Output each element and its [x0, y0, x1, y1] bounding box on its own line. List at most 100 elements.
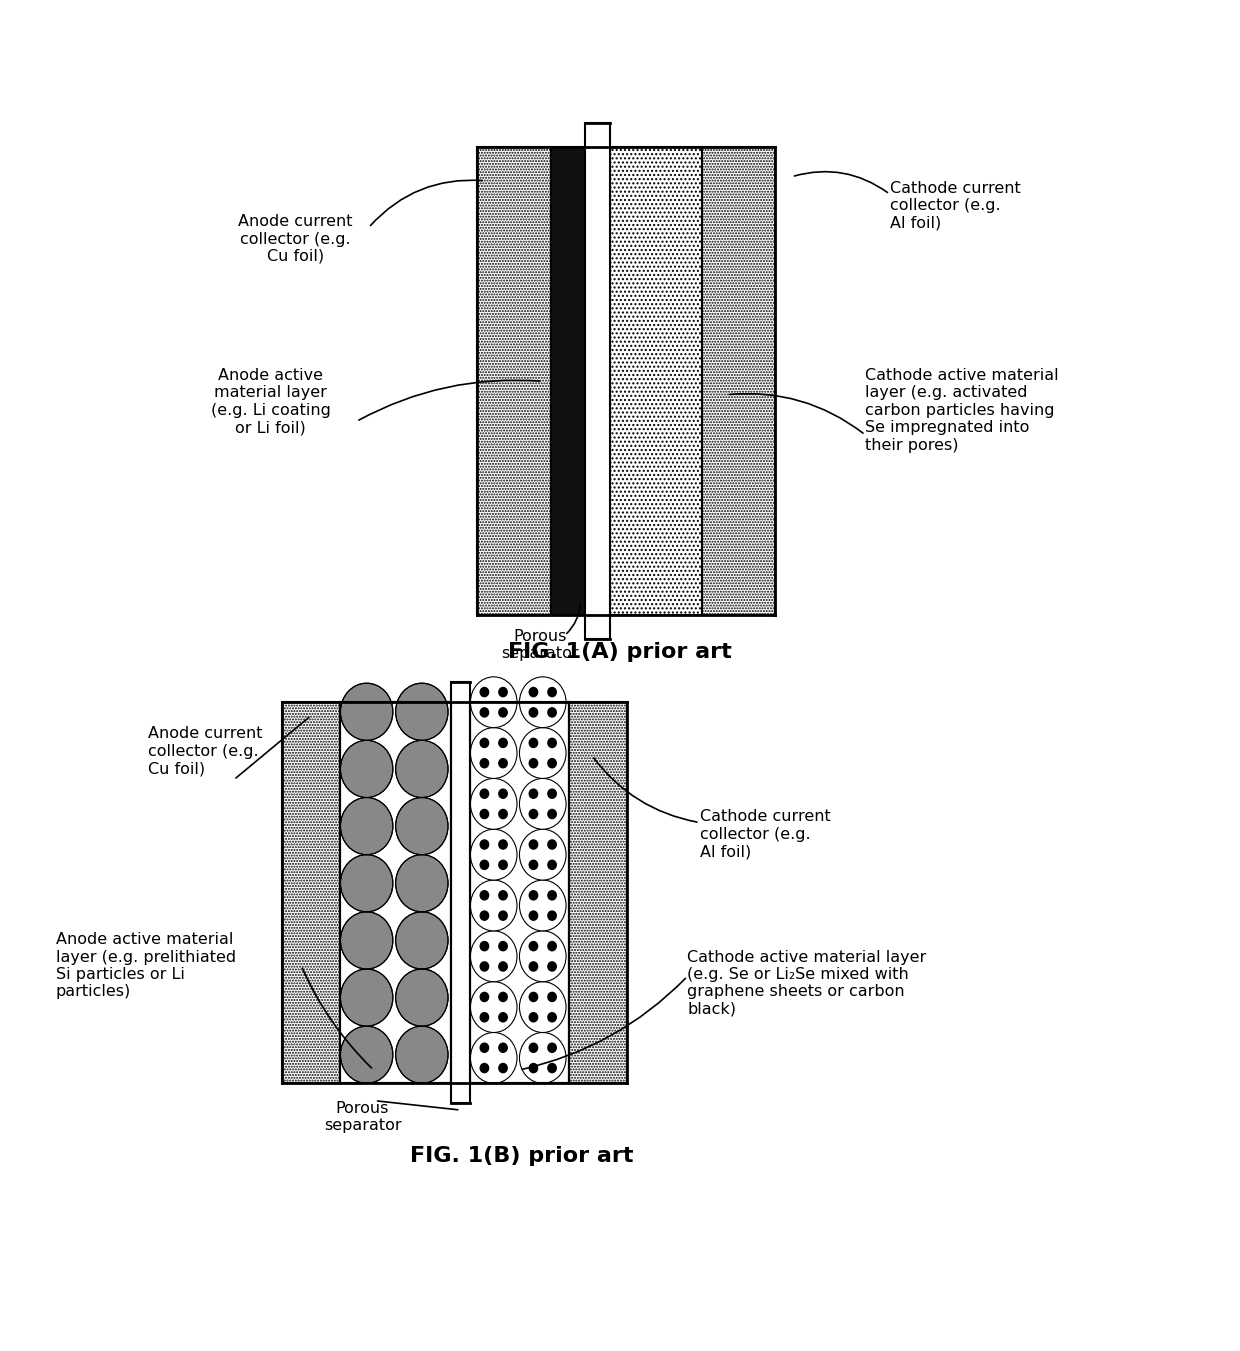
Circle shape — [480, 789, 489, 798]
Circle shape — [470, 880, 517, 931]
Bar — [585, 123, 610, 639]
Text: Porous
separator: Porous separator — [501, 628, 579, 661]
Circle shape — [529, 840, 538, 848]
Circle shape — [548, 942, 557, 951]
Circle shape — [470, 728, 517, 778]
Bar — [281, 703, 341, 1084]
Text: Cathode active material layer
(e.g. Se or Li₂Se mixed with
graphene sheets or ca: Cathode active material layer (e.g. Se o… — [687, 950, 926, 1017]
Circle shape — [396, 740, 448, 797]
Circle shape — [529, 962, 538, 971]
Circle shape — [470, 931, 517, 982]
Circle shape — [341, 797, 393, 855]
Text: Cathode active material
layer (e.g. activated
carbon particles having
Se impregn: Cathode active material layer (e.g. acti… — [866, 367, 1059, 453]
Circle shape — [498, 789, 507, 798]
Bar — [470, 703, 568, 1084]
Circle shape — [341, 912, 393, 969]
Bar — [610, 147, 702, 615]
Bar — [470, 703, 568, 1084]
Circle shape — [341, 684, 393, 740]
Circle shape — [498, 708, 507, 717]
Circle shape — [498, 738, 507, 747]
Circle shape — [498, 1063, 507, 1073]
Circle shape — [480, 708, 489, 717]
Circle shape — [529, 1043, 538, 1052]
Circle shape — [498, 942, 507, 951]
Circle shape — [480, 840, 489, 848]
Circle shape — [341, 740, 393, 797]
Bar — [702, 147, 775, 615]
Circle shape — [529, 1063, 538, 1073]
Circle shape — [529, 809, 538, 819]
Circle shape — [548, 840, 557, 848]
Bar — [451, 682, 470, 1104]
Bar — [341, 703, 451, 1084]
Circle shape — [548, 890, 557, 900]
Circle shape — [548, 911, 557, 920]
Circle shape — [480, 942, 489, 951]
Circle shape — [529, 789, 538, 798]
Circle shape — [529, 942, 538, 951]
Circle shape — [498, 962, 507, 971]
Circle shape — [470, 677, 517, 728]
Circle shape — [548, 708, 557, 717]
Circle shape — [520, 728, 565, 778]
Text: Cathode current
collector (e.g.
Al foil): Cathode current collector (e.g. Al foil) — [699, 809, 831, 859]
Circle shape — [548, 759, 557, 767]
Circle shape — [498, 809, 507, 819]
Bar — [477, 147, 551, 615]
Circle shape — [498, 1043, 507, 1052]
Circle shape — [548, 789, 557, 798]
Circle shape — [520, 1032, 565, 1084]
Circle shape — [396, 797, 448, 855]
Circle shape — [480, 890, 489, 900]
Circle shape — [480, 911, 489, 920]
Circle shape — [529, 993, 538, 1001]
Circle shape — [480, 1013, 489, 1021]
Circle shape — [498, 840, 507, 848]
Circle shape — [520, 677, 565, 728]
Circle shape — [480, 738, 489, 747]
Circle shape — [520, 778, 565, 830]
Circle shape — [548, 1043, 557, 1052]
Text: Anode current
collector (e.g.
Cu foil): Anode current collector (e.g. Cu foil) — [148, 727, 263, 775]
Text: Anode active
material layer
(e.g. Li coating
or Li foil): Anode active material layer (e.g. Li coa… — [211, 367, 331, 435]
Text: FIG. 1(A) prior art: FIG. 1(A) prior art — [508, 642, 732, 662]
Text: FIG. 1(B) prior art: FIG. 1(B) prior art — [410, 1146, 634, 1166]
Circle shape — [498, 911, 507, 920]
Bar — [551, 147, 585, 615]
Circle shape — [498, 759, 507, 767]
Circle shape — [529, 861, 538, 870]
Circle shape — [548, 1063, 557, 1073]
Circle shape — [548, 738, 557, 747]
Circle shape — [548, 962, 557, 971]
Circle shape — [480, 993, 489, 1001]
Circle shape — [520, 830, 565, 880]
Circle shape — [548, 809, 557, 819]
Circle shape — [529, 708, 538, 717]
Circle shape — [470, 778, 517, 830]
Circle shape — [470, 830, 517, 880]
Bar — [341, 703, 451, 1084]
Circle shape — [520, 880, 565, 931]
Circle shape — [480, 809, 489, 819]
Circle shape — [548, 1013, 557, 1021]
Circle shape — [520, 931, 565, 982]
Circle shape — [548, 688, 557, 697]
Circle shape — [341, 855, 393, 912]
Circle shape — [480, 861, 489, 870]
Circle shape — [529, 738, 538, 747]
Circle shape — [498, 1013, 507, 1021]
Circle shape — [396, 912, 448, 969]
Circle shape — [529, 759, 538, 767]
Text: Anode current
collector (e.g.
Cu foil): Anode current collector (e.g. Cu foil) — [238, 215, 352, 263]
Circle shape — [529, 1013, 538, 1021]
Circle shape — [520, 982, 565, 1032]
Circle shape — [480, 759, 489, 767]
Circle shape — [396, 1027, 448, 1084]
Circle shape — [396, 684, 448, 740]
Circle shape — [480, 688, 489, 697]
Circle shape — [341, 969, 393, 1027]
Bar — [568, 703, 627, 1084]
Circle shape — [529, 890, 538, 900]
Circle shape — [498, 688, 507, 697]
